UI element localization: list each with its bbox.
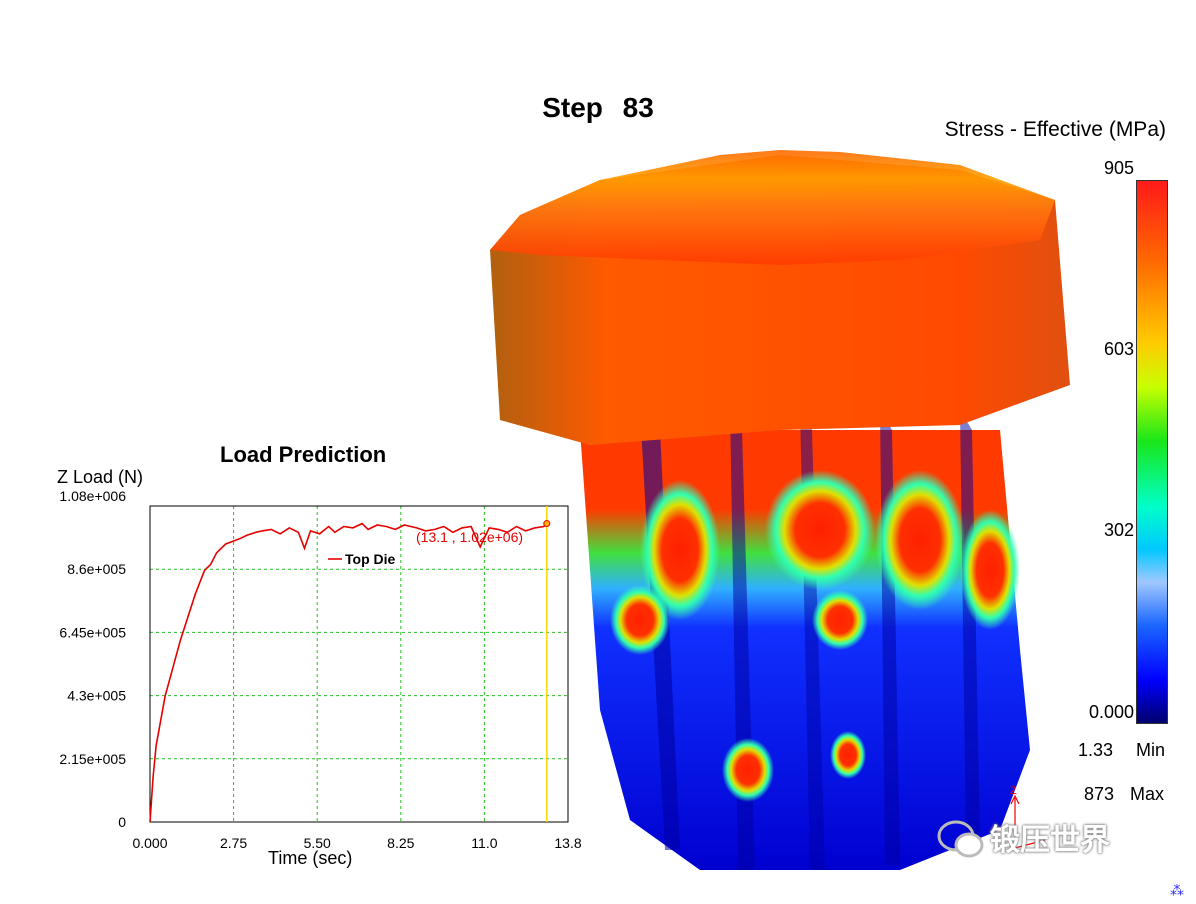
step-number: 83 bbox=[622, 92, 654, 123]
max-value: 873 bbox=[1084, 784, 1115, 804]
legend-tick-min: 0.000 bbox=[1088, 702, 1134, 722]
stress-color-bar bbox=[1136, 180, 1168, 724]
x-tick-label: 0.000 bbox=[132, 835, 167, 851]
y-tick-label: 4.3e+005 bbox=[67, 688, 126, 704]
forging-part-3d-view[interactable] bbox=[480, 130, 1080, 870]
legend-tick-302: 302 bbox=[1103, 520, 1134, 540]
watermark-text: 锻压世界 bbox=[990, 824, 1110, 857]
x-tick-label: 2.75 bbox=[220, 835, 247, 851]
legend-tick-603: 603 bbox=[1103, 339, 1134, 359]
load-chart[interactable]: 0.000 2.75 5.50 8.25 11.0 13.8 1.08e+006 8.6e+0… bbox=[0, 0, 600, 904]
step-title: Step 83 bbox=[0, 92, 1196, 124]
chart-title: Load Prediction bbox=[220, 442, 387, 467]
chart-grid bbox=[150, 506, 568, 822]
corner-mark-icon: ⁂ bbox=[1170, 882, 1184, 898]
max-label: Max bbox=[1130, 784, 1165, 804]
chart-x-axis-label: Time (sec) bbox=[268, 848, 353, 868]
chart-frame bbox=[149, 505, 569, 823]
y-tick-label: 2.15e+005 bbox=[59, 751, 126, 767]
current-point-marker bbox=[543, 520, 551, 528]
x-tick-label: 5.50 bbox=[304, 835, 331, 851]
min-value: 1.33 bbox=[1078, 740, 1114, 760]
y-tick-label: 0 bbox=[118, 814, 126, 830]
y-tick-label: 6.45e+005 bbox=[59, 624, 126, 640]
legend-label-top-die: Top Die bbox=[345, 551, 396, 567]
legend-tick-max: 905 bbox=[1103, 158, 1134, 178]
min-label: Min bbox=[1136, 740, 1166, 760]
x-tick-label: 8.25 bbox=[387, 835, 414, 851]
current-point-annotation: (13.1 , 1.02e+06) bbox=[416, 529, 523, 545]
legend-title: Stress - Effective (MPa) bbox=[944, 118, 1166, 141]
series-line-top-die bbox=[149, 522, 548, 823]
x-tick-label: 11.0 bbox=[471, 835, 497, 851]
svg-text:Z: Z bbox=[1010, 785, 1017, 797]
chart-ticks: 0.000 2.75 5.50 8.25 11.0 13.8 1.08e+006 8.6e+0… bbox=[59, 488, 581, 851]
x-tick-label: 13.8 bbox=[554, 835, 581, 851]
wechat-icon bbox=[937, 820, 984, 858]
step-label: Step bbox=[542, 92, 603, 123]
axis-triad-icon: Z bbox=[1010, 785, 1046, 849]
chart-y-axis-label: Z Load (N) bbox=[57, 467, 144, 487]
y-tick-label: 1.08e+006 bbox=[59, 488, 126, 504]
y-tick-label: 8.6e+005 bbox=[67, 561, 126, 577]
